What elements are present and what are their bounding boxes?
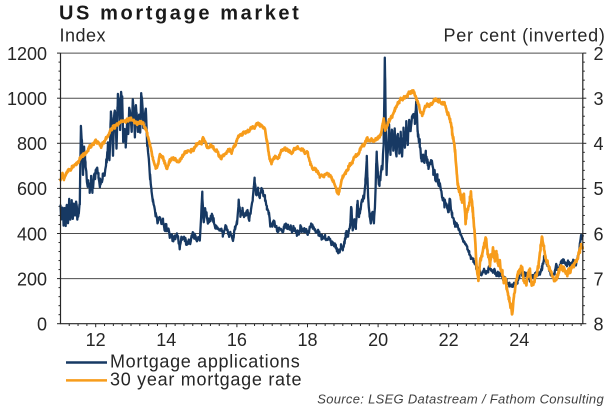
svg-text:3: 3 [594, 89, 604, 109]
svg-text:200: 200 [17, 269, 47, 289]
svg-text:22: 22 [439, 330, 459, 350]
svg-text:14: 14 [156, 330, 176, 350]
svg-text:Index: Index [60, 26, 107, 46]
svg-text:1000: 1000 [7, 89, 47, 109]
svg-text:600: 600 [17, 179, 47, 199]
svg-text:12: 12 [86, 330, 106, 350]
svg-text:400: 400 [17, 224, 47, 244]
svg-text:7: 7 [594, 269, 604, 289]
svg-text:16: 16 [227, 330, 247, 350]
svg-text:6: 6 [594, 224, 604, 244]
svg-text:20: 20 [368, 330, 388, 350]
svg-text:Source: LSEG Datastream / Fath: Source: LSEG Datastream / Fathom Consult… [317, 392, 604, 407]
svg-text:Per cent (inverted): Per cent (inverted) [443, 26, 605, 46]
svg-text:8: 8 [594, 315, 604, 335]
svg-text:800: 800 [17, 134, 47, 154]
svg-text:24: 24 [509, 330, 529, 350]
svg-text:Mortgage applications: Mortgage applications [110, 352, 300, 372]
svg-text:30 year mortgage rate: 30 year mortgage rate [110, 370, 302, 390]
svg-text:5: 5 [594, 179, 604, 199]
svg-text:1200: 1200 [7, 44, 47, 64]
svg-text:2: 2 [594, 44, 604, 64]
svg-text:0: 0 [37, 315, 47, 335]
svg-text:18: 18 [297, 330, 317, 350]
svg-text:4: 4 [594, 134, 604, 154]
svg-text:US mortgage market: US mortgage market [59, 3, 301, 25]
